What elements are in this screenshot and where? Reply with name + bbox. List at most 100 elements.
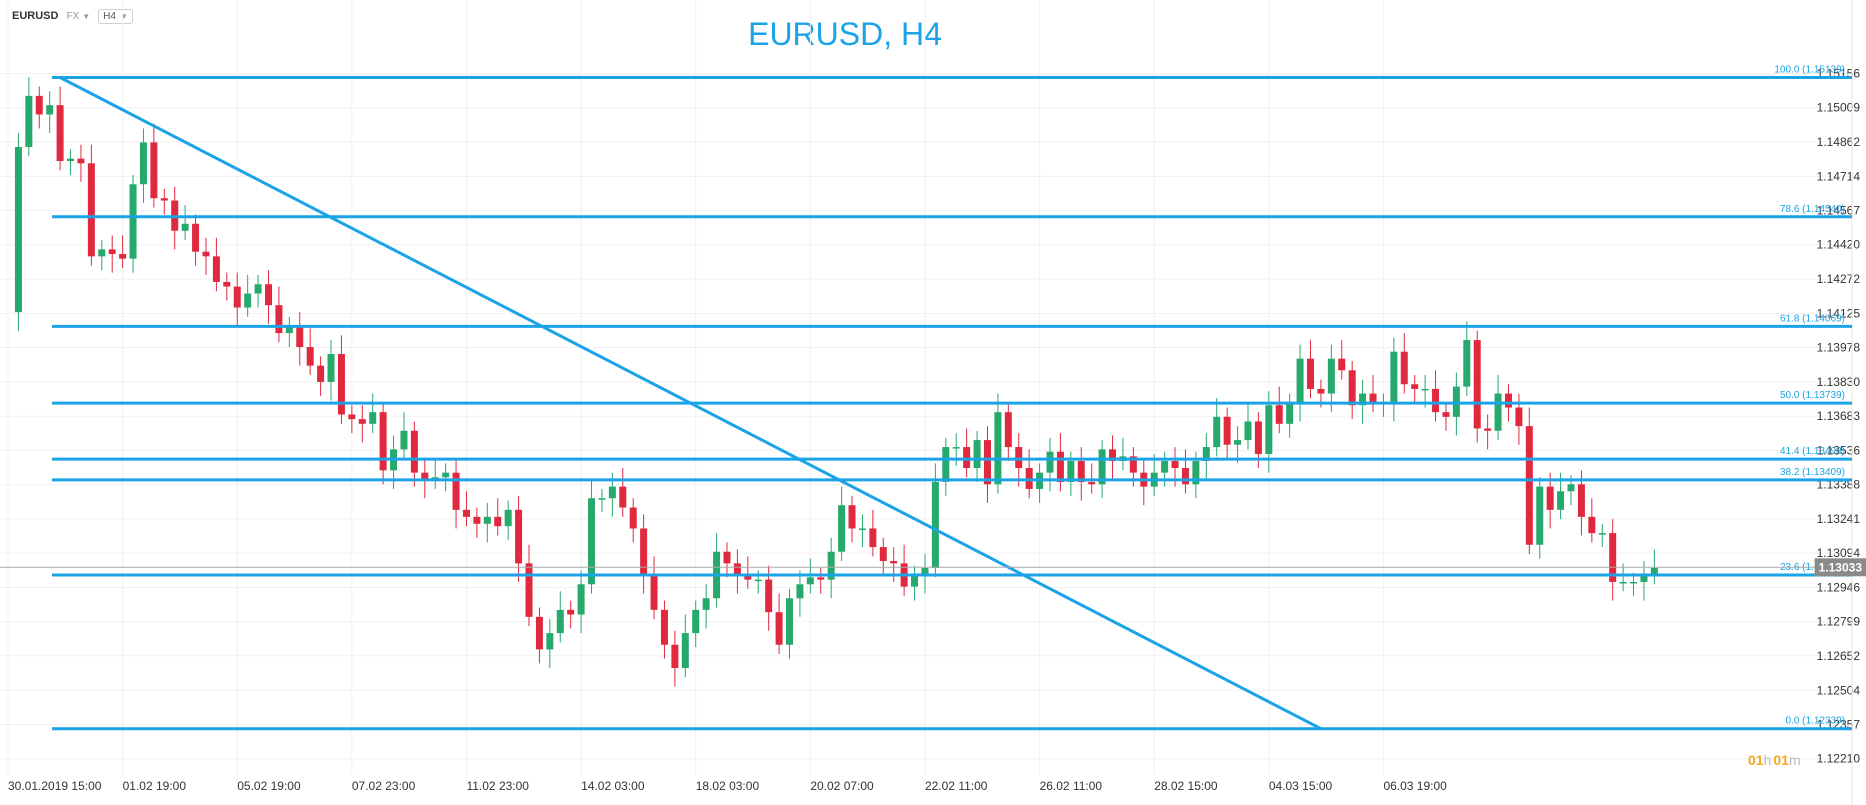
candle-body xyxy=(462,509,470,517)
candle-body xyxy=(1286,402,1294,424)
candle-body xyxy=(838,505,846,552)
candle-body xyxy=(67,158,75,161)
candle-body xyxy=(588,498,596,585)
candle-body xyxy=(1275,405,1283,424)
candle-body xyxy=(1338,358,1346,371)
candle-body xyxy=(1234,440,1242,445)
chart-toolbar: EURUSD FX ▼ H4 ▼ xyxy=(0,0,133,32)
candle-body xyxy=(212,256,220,282)
candle-body xyxy=(1411,384,1419,389)
candle-body xyxy=(1442,412,1450,417)
candle-body xyxy=(139,142,147,185)
candle-body xyxy=(535,616,543,650)
candle-body xyxy=(1327,358,1335,394)
candle-body xyxy=(56,105,64,161)
current-price-label: 1.13033 xyxy=(1819,560,1863,574)
candle-body xyxy=(265,284,272,306)
candle-body xyxy=(660,609,668,645)
candle-body xyxy=(786,598,793,645)
candle-body xyxy=(983,440,991,485)
x-tick-label: 01.02 19:00 xyxy=(123,779,187,793)
candle-body xyxy=(1515,407,1523,427)
candle-body xyxy=(1557,491,1565,510)
candle-body xyxy=(1588,516,1596,534)
chart-title: EURUSD, H4 xyxy=(748,16,942,52)
candle-body xyxy=(1650,568,1658,575)
candle-body xyxy=(952,447,960,449)
candle-body xyxy=(754,579,762,582)
candle-body xyxy=(358,419,366,424)
candle-body xyxy=(858,528,866,530)
x-tick-label: 07.02 23:00 xyxy=(352,779,416,793)
candle-body xyxy=(973,440,981,468)
candle-body xyxy=(629,507,637,529)
candle-body xyxy=(410,430,418,473)
candle-body xyxy=(1254,421,1262,455)
candle-body xyxy=(525,563,533,617)
axes: 1.151561.150091.148621.147141.145671.144… xyxy=(8,0,1860,805)
candle-body xyxy=(556,609,564,634)
candle-body xyxy=(869,528,877,548)
candle-body xyxy=(348,414,356,420)
market-label: FX xyxy=(66,10,80,22)
candle-body xyxy=(442,472,450,478)
candle-body xyxy=(233,286,241,308)
candle-body xyxy=(202,251,210,257)
market-selector[interactable]: FX ▼ xyxy=(66,11,90,22)
y-tick-label: 1.12652 xyxy=(1817,649,1861,663)
candle-body xyxy=(598,498,606,500)
x-tick-label: 22.02 11:00 xyxy=(925,779,988,793)
x-tick-label: 30.01.2019 15:00 xyxy=(8,779,102,793)
candle-body xyxy=(1171,461,1179,468)
chevron-down-icon: ▼ xyxy=(119,11,128,21)
candle-body xyxy=(1077,461,1085,482)
candle-body xyxy=(379,412,387,471)
y-tick-label: 1.12504 xyxy=(1817,683,1861,697)
candle-body xyxy=(494,516,502,527)
candle-body xyxy=(254,284,262,294)
candle-body xyxy=(931,481,939,569)
candle-body xyxy=(1296,358,1304,403)
trendline xyxy=(59,76,1322,731)
countdown-minutes-unit: m xyxy=(1788,752,1801,768)
candle-body xyxy=(911,574,919,587)
candle-body xyxy=(337,354,345,415)
candle-body xyxy=(567,609,575,615)
y-tick-label: 1.14420 xyxy=(1817,238,1861,252)
y-tick-label: 1.13683 xyxy=(1817,409,1861,423)
candle-body xyxy=(14,147,22,313)
candle-countdown: 01h 01m xyxy=(1748,752,1803,768)
candle-body xyxy=(129,184,137,259)
candle-body xyxy=(1192,461,1200,485)
candle-body xyxy=(640,528,648,575)
candle-body xyxy=(1432,388,1440,413)
candle-body xyxy=(1473,340,1481,429)
candle-body xyxy=(1244,421,1252,441)
candle-body xyxy=(1109,449,1117,462)
fib-level-label: 38.2 (1.13409) xyxy=(1780,467,1845,478)
fib-level-label: 100.0 (1.15139) xyxy=(1774,64,1845,75)
timeframe-select[interactable]: H4 ▼ xyxy=(98,8,133,24)
current-price-badge-bg xyxy=(1814,558,1866,577)
current-price-badge: 1.13033 xyxy=(0,558,1866,577)
symbol-label[interactable]: EURUSD xyxy=(12,10,59,22)
candle-body xyxy=(848,505,856,529)
candle-body xyxy=(921,568,929,575)
fib-level-label: 50.0 (1.13739) xyxy=(1780,390,1845,401)
candle-body xyxy=(1348,370,1356,406)
candle-body xyxy=(1098,449,1106,485)
candle-body xyxy=(546,633,554,650)
candle-body xyxy=(285,326,293,334)
candle-body xyxy=(1181,467,1189,485)
candle-body xyxy=(744,574,752,580)
candle-body xyxy=(775,612,783,645)
candle-body xyxy=(452,472,460,510)
candle-body xyxy=(46,105,54,115)
candle-body xyxy=(1046,451,1054,473)
candle-body xyxy=(765,579,773,613)
candle-body xyxy=(817,577,825,580)
candle-body xyxy=(421,472,429,480)
grid xyxy=(0,0,1852,775)
candle-body xyxy=(515,509,523,564)
